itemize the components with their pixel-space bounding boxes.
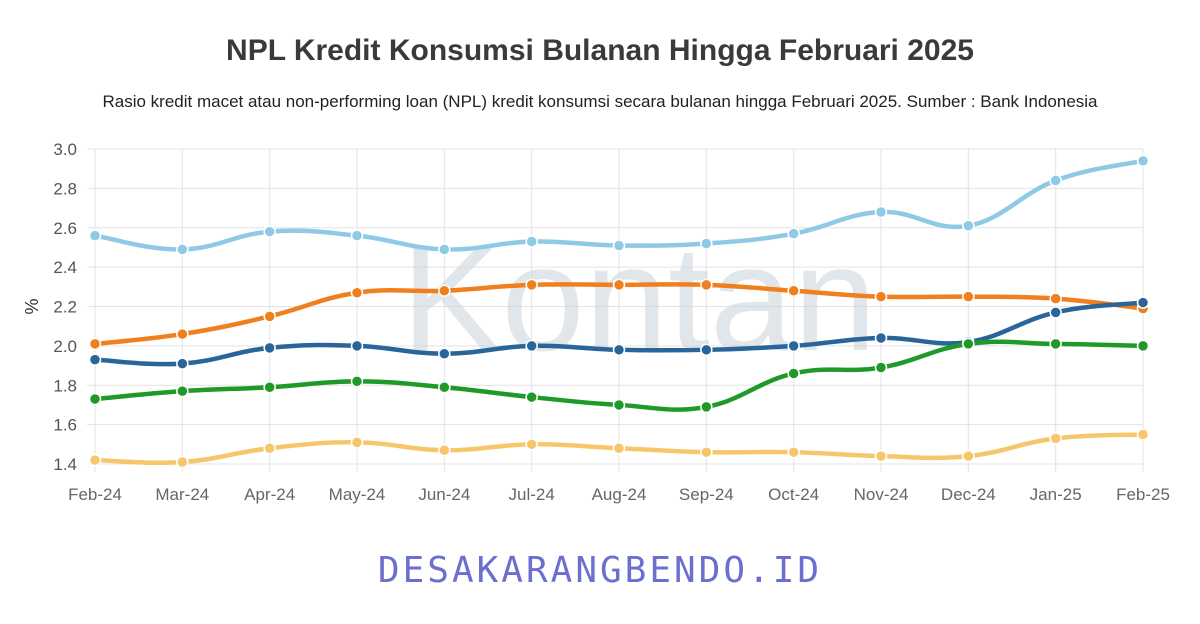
data-point[interactable]: [525, 278, 538, 292]
data-point[interactable]: [438, 347, 451, 360]
x-tick-label: Feb-24: [68, 485, 122, 504]
data-point[interactable]: [438, 243, 451, 256]
y-tick-label: 2.4: [53, 258, 77, 277]
data-point[interactable]: [787, 339, 800, 353]
y-tick-label: 2.6: [53, 219, 77, 238]
data-point[interactable]: [612, 398, 626, 412]
x-tick-label: Feb-25: [1116, 485, 1170, 504]
data-point[interactable]: [700, 343, 713, 357]
data-point[interactable]: [176, 327, 189, 341]
data-point[interactable]: [350, 229, 364, 242]
y-tick-label: 1.8: [53, 376, 77, 395]
data-point[interactable]: [525, 438, 538, 451]
y-tick-label: 1.4: [53, 455, 77, 474]
data-point[interactable]: [1049, 306, 1062, 319]
data-point[interactable]: [88, 353, 102, 366]
data-point[interactable]: [350, 286, 364, 299]
data-point[interactable]: [176, 384, 189, 398]
data-point[interactable]: [874, 361, 888, 374]
x-tick-label: Jan-25: [1030, 485, 1082, 504]
data-point[interactable]: [263, 341, 276, 355]
data-point[interactable]: [612, 278, 626, 292]
data-point[interactable]: [88, 453, 102, 467]
data-point[interactable]: [438, 380, 451, 394]
y-tick-label: 2.8: [53, 179, 77, 198]
data-point[interactable]: [1136, 296, 1150, 309]
data-point[interactable]: [612, 343, 626, 357]
data-point[interactable]: [962, 290, 975, 303]
data-point[interactable]: [787, 445, 800, 459]
x-tick-label: Jun-24: [418, 485, 470, 504]
data-point[interactable]: [874, 331, 888, 345]
x-tick-label: Aug-24: [592, 485, 647, 504]
data-point[interactable]: [874, 290, 888, 303]
data-point[interactable]: [874, 205, 888, 219]
data-point[interactable]: [962, 219, 975, 233]
data-point[interactable]: [700, 400, 713, 414]
chart-series: [88, 154, 1150, 469]
data-point[interactable]: [525, 235, 538, 248]
data-point[interactable]: [525, 390, 538, 404]
data-point[interactable]: [787, 227, 800, 240]
data-point[interactable]: [263, 310, 276, 323]
chart-watermark: Kontan: [401, 214, 876, 382]
data-point[interactable]: [438, 443, 451, 457]
data-point[interactable]: [350, 436, 364, 449]
y-axis-label: %: [22, 298, 42, 314]
x-tick-label: Jul-24: [509, 485, 555, 504]
series-5: [88, 428, 1150, 469]
data-point[interactable]: [700, 445, 713, 459]
series-4: [88, 337, 1150, 414]
data-point[interactable]: [263, 442, 276, 455]
data-point[interactable]: [1049, 174, 1062, 187]
chart-title: NPL Kredit Konsumsi Bulanan Hingga Febru…: [226, 34, 974, 67]
data-point[interactable]: [176, 357, 189, 370]
y-tick-label: 1.6: [53, 416, 77, 435]
x-tick-label: Mar-24: [155, 485, 209, 504]
data-point[interactable]: [1136, 428, 1150, 441]
x-tick-label: May-24: [329, 485, 386, 504]
data-point[interactable]: [700, 237, 713, 250]
y-tick-label: 3.0: [53, 140, 77, 159]
site-watermark: DESAKARANGBENDO.ID: [377, 550, 823, 591]
data-point[interactable]: [1049, 292, 1062, 305]
data-point[interactable]: [88, 229, 102, 242]
x-tick-label: Apr-24: [244, 485, 295, 504]
data-point[interactable]: [787, 367, 800, 380]
data-point[interactable]: [612, 442, 626, 455]
data-point[interactable]: [525, 339, 538, 353]
data-point[interactable]: [176, 455, 189, 469]
data-point[interactable]: [263, 380, 276, 394]
data-point[interactable]: [962, 337, 975, 351]
data-point[interactable]: [700, 278, 713, 292]
x-tick-label: Sep-24: [679, 485, 734, 504]
x-tick-label: Dec-24: [941, 485, 996, 504]
y-tick-label: 2.2: [53, 298, 77, 317]
data-point[interactable]: [88, 337, 102, 351]
data-point[interactable]: [88, 392, 102, 406]
x-tick-label: Nov-24: [854, 485, 909, 504]
x-tick-label: Oct-24: [768, 485, 819, 504]
data-point[interactable]: [263, 225, 276, 238]
chart-subtitle: Rasio kredit macet atau non-performing l…: [102, 92, 1098, 111]
data-point[interactable]: [438, 284, 451, 297]
data-point[interactable]: [874, 449, 888, 463]
data-point[interactable]: [962, 449, 975, 463]
data-point[interactable]: [787, 284, 800, 297]
series-1: [88, 154, 1150, 256]
chart-axes: 3.0 2.8 2.6 2.4 2.2 2.0 1.8 1.6 1.4 Feb-24 Mar-24 A…: [53, 140, 1170, 504]
data-point[interactable]: [1049, 432, 1062, 445]
data-point[interactable]: [1049, 337, 1062, 351]
data-point[interactable]: [350, 339, 364, 353]
data-point[interactable]: [1136, 339, 1150, 353]
y-tick-label: 2.0: [53, 337, 77, 356]
data-point[interactable]: [176, 243, 189, 256]
data-point[interactable]: [612, 239, 626, 252]
data-point[interactable]: [350, 375, 364, 388]
data-point[interactable]: [1136, 154, 1150, 168]
